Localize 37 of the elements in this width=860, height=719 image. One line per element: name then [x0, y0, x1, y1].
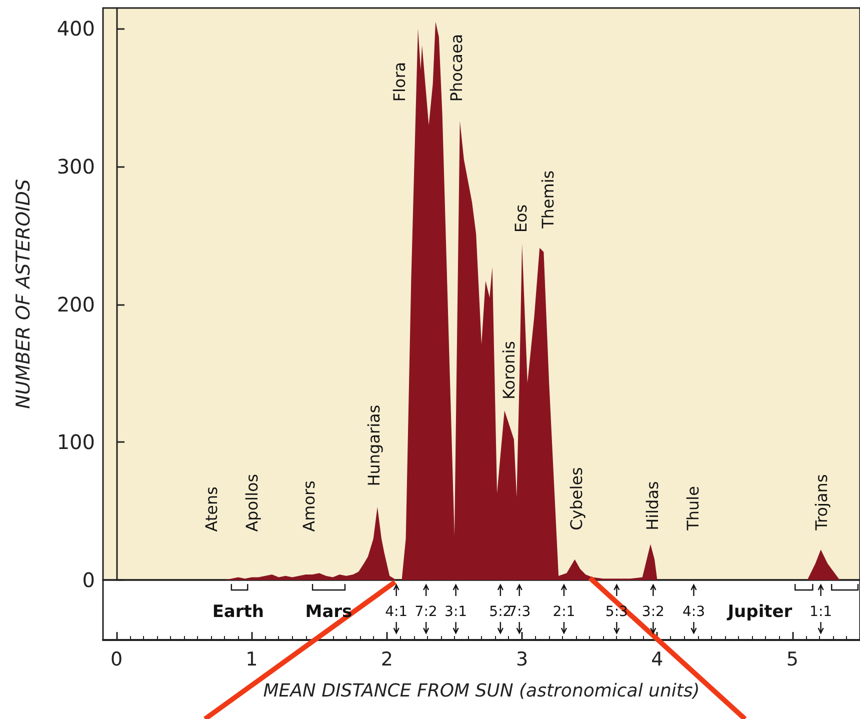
y-axis-title: NUMBER OF ASTEROIDS [12, 179, 34, 409]
text: 3:1 [444, 604, 468, 620]
x-tick-label: 5 [786, 648, 798, 670]
y-tick-label: 300 [56, 154, 95, 179]
annotation: Koronis [500, 341, 519, 400]
x-axis-title: MEAN DISTANCE FROM SUN (astronomical units) [263, 680, 700, 702]
text: 5:3 [605, 604, 628, 620]
annotation: Thule [683, 486, 702, 532]
annotation: Cybeles [567, 467, 586, 530]
text: 7:2 [414, 604, 438, 620]
x-tick-label: 2 [380, 648, 393, 670]
x-tick-label: 3 [516, 648, 528, 670]
text: Mars [305, 602, 352, 622]
text: 4:1 [385, 604, 408, 620]
text: Earth [212, 602, 264, 622]
y-tick-label: 400 [56, 16, 95, 41]
annotation: Hungarias [364, 404, 384, 486]
annotation: Apollos [242, 474, 262, 532]
text: Jupiter [726, 602, 793, 622]
annotation: Themis [538, 170, 558, 230]
annotation: Flora [390, 62, 410, 102]
y-tick-label: 100 [56, 430, 95, 454]
y-tick-label: 0 [82, 568, 95, 592]
x-tick-label: 0 [110, 648, 123, 670]
x-tick-label: 4 [651, 648, 664, 670]
x-tick-label: 1 [246, 648, 258, 670]
annotation: Atens [202, 486, 222, 532]
annotation: Phocaea [446, 34, 466, 102]
annotation: Hildas [642, 481, 662, 530]
text: 4:3 [682, 604, 705, 620]
annotation: Amors [299, 480, 318, 532]
text: 3:2 [642, 604, 664, 620]
y-tick-label: 200 [56, 292, 95, 316]
annotation: Eos [512, 204, 531, 233]
text: 2:1 [552, 604, 576, 620]
text: 1:1 [810, 604, 832, 620]
annotation: Trojans [812, 474, 831, 532]
